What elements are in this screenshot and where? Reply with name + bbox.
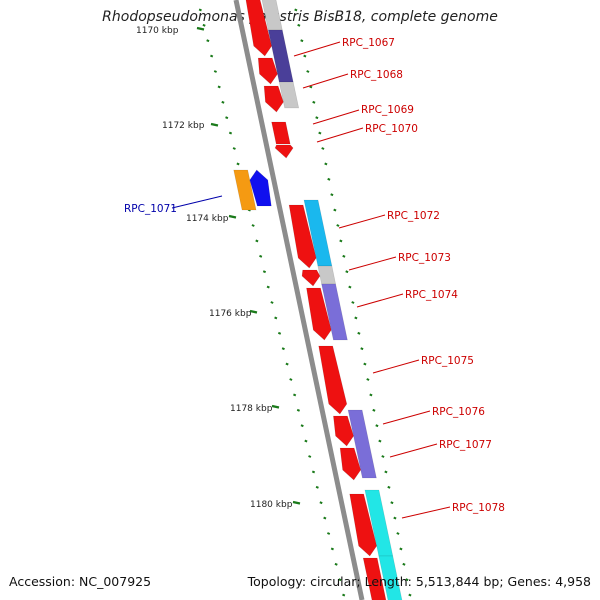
- scale-label-1172: 1172 kbp: [162, 121, 205, 131]
- gene-feature-24: [378, 555, 403, 600]
- gene-feature-11: [288, 204, 317, 269]
- leader-line-rpc_1075: [372, 359, 420, 374]
- gene-feature-5: [257, 57, 278, 85]
- gene-label-rpc_1070: RPC_1070: [365, 123, 418, 135]
- title: Rhodopseudomonas palustris BisB18, compl…: [102, 9, 498, 25]
- gene-label-rpc_1071: RPC_1071: [124, 203, 177, 215]
- gene-feature-23: [362, 557, 387, 600]
- gene-label-rpc_1068: RPC_1068: [350, 69, 403, 81]
- scale-label-1180: 1180 kbp: [250, 500, 293, 510]
- leader-line-rpc_1077: [389, 443, 438, 458]
- scale-major-tick: [196, 26, 205, 31]
- scale-major-tick: [210, 122, 219, 127]
- scale-labels: 1170 kbp 1172 kbp 1174 kbp 1176 kbp 1178 kbp…: [136, 26, 293, 510]
- genome-summary-text: Topology: circular; Length: 5,513,844 bp…: [247, 574, 591, 589]
- gene-features: [233, 0, 403, 600]
- gene-labels: RPC_1067 RPC_1068 RPC_1069 RPC_1070 RPC_1071…: [124, 37, 505, 514]
- leader-line-rpc_1070: [316, 127, 364, 143]
- scale-major-tick: [271, 404, 280, 409]
- gene-label-rpc_1076: RPC_1076: [432, 406, 485, 418]
- scale-label-1178: 1178 kbp: [230, 404, 273, 414]
- leader-line-rpc_1068: [302, 73, 349, 89]
- gene-feature-9: [233, 169, 257, 211]
- gene-feature-21: [349, 493, 378, 557]
- genome-backbone: [233, 0, 365, 600]
- gene-feature-10: [249, 169, 272, 207]
- gene-feature-16: [321, 283, 348, 341]
- gene-label-rpc_1074: RPC_1074: [405, 289, 458, 301]
- leader-line-rpc_1069: [312, 109, 360, 125]
- gene-feature-18: [333, 415, 354, 447]
- gene-label-rpc_1075: RPC_1075: [421, 355, 474, 367]
- gene-label-rpc_1077: RPC_1077: [439, 439, 492, 451]
- gene-label-rpc_1069: RPC_1069: [361, 104, 414, 116]
- gene-feature-8: [274, 144, 294, 159]
- gene-feature-7: [271, 121, 291, 145]
- leader-line-rpc_1072: [338, 214, 386, 229]
- gene-feature-19: [347, 409, 377, 479]
- leader-line-rpc_1073: [348, 256, 397, 271]
- gene-feature-17: [318, 345, 348, 415]
- scale-major-tick: [228, 214, 237, 219]
- gene-feature-14: [317, 265, 336, 285]
- gene-label-rpc_1072: RPC_1072: [387, 210, 440, 222]
- gene-feature-6: [263, 85, 284, 113]
- scale-major-tick: [249, 309, 258, 314]
- leader-line-rpc_1071: [171, 195, 223, 209]
- accession-text: Accession: NC_007925: [9, 574, 152, 589]
- label-leader-lines: [171, 41, 451, 519]
- gene-feature-13: [301, 269, 321, 287]
- leader-line-rpc_1067: [293, 41, 341, 57]
- leader-line-rpc_1076: [382, 410, 431, 425]
- scale-label-1174: 1174 kbp: [186, 214, 229, 224]
- scale-major-tick: [292, 500, 301, 505]
- gene-label-rpc_1078: RPC_1078: [452, 502, 505, 514]
- gene-label-rpc_1067: RPC_1067: [342, 37, 395, 49]
- gene-feature-4: [278, 81, 300, 109]
- scale-label-1170: 1170 kbp: [136, 26, 179, 36]
- gene-feature-15: [306, 287, 332, 341]
- gene-feature-1: [245, 0, 273, 57]
- scale-ticks: [196, 8, 412, 597]
- gene-label-rpc_1073: RPC_1073: [398, 252, 451, 264]
- leader-line-rpc_1074: [356, 293, 404, 308]
- gene-feature-20: [339, 447, 362, 481]
- leader-line-rpc_1078: [401, 506, 451, 519]
- scale-label-1176: 1176 kbp: [209, 309, 252, 319]
